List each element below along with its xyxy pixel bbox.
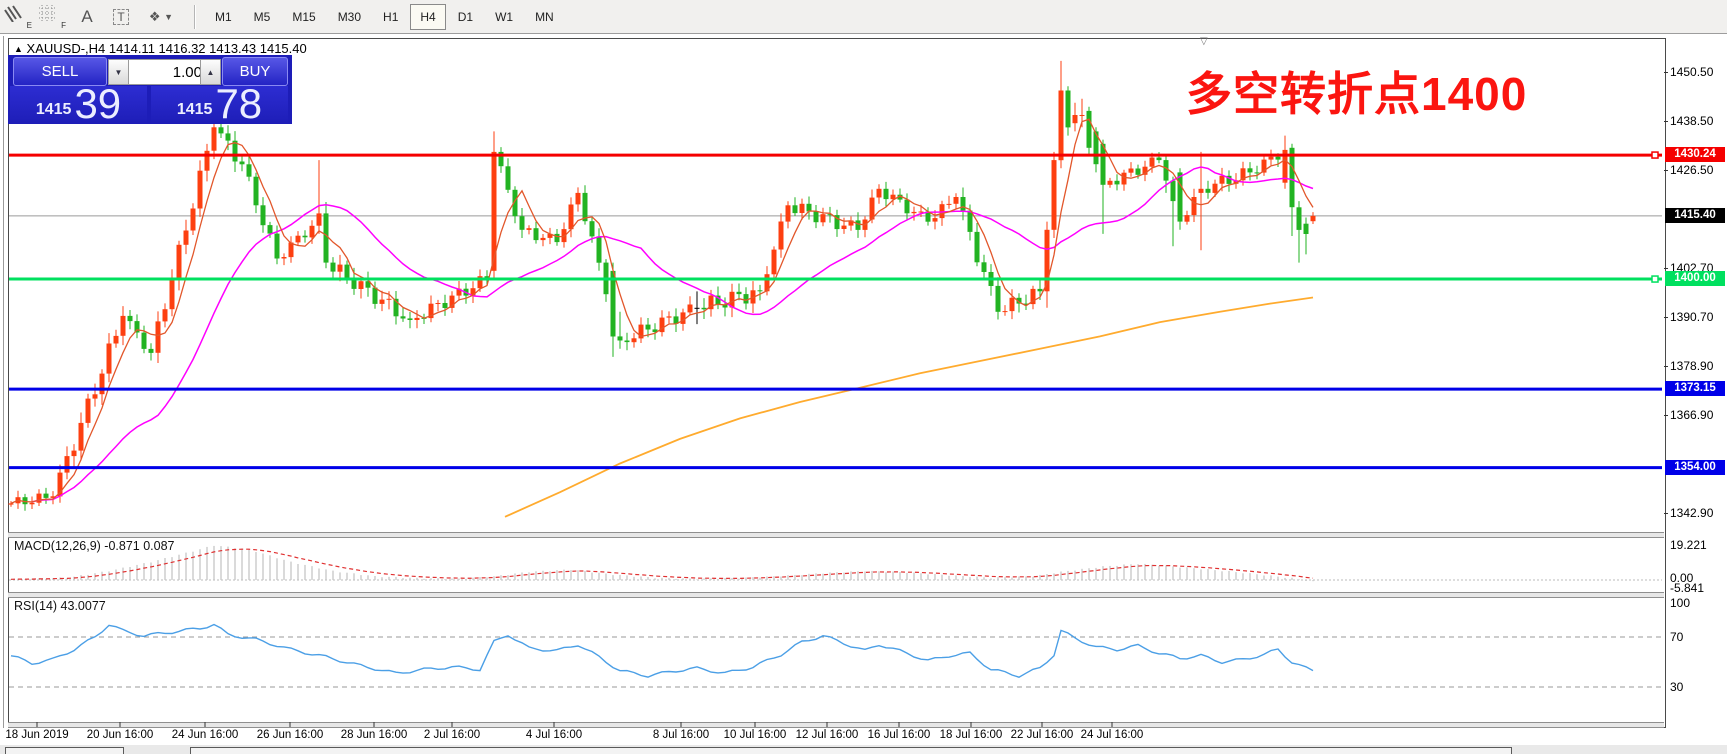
timeframe-button-h4[interactable]: H4 <box>410 3 446 30</box>
objects-dropdown-icon[interactable]: ❖ ▼ <box>148 8 174 24</box>
macd-scale-label: 0.00 <box>1670 571 1694 585</box>
price-badge: 1430.24 <box>1665 147 1725 162</box>
price-tick-mark <box>1664 513 1668 514</box>
time-tick-label: 22 Jul 16:00 <box>1010 729 1074 741</box>
price-tick-mark <box>1664 415 1668 416</box>
price-tick-mark <box>1664 317 1668 318</box>
macd-scale-label: 19.221 <box>1670 538 1707 552</box>
volume-input[interactable] <box>128 59 207 85</box>
time-tick-label: 2 Jul 16:00 <box>423 729 481 741</box>
window-left-border <box>3 36 4 728</box>
panel-separator-rsi[interactable] <box>8 592 1664 598</box>
time-tick-label: 18 Jul 16:00 <box>939 729 1003 741</box>
price-badge: 1400.00 <box>1665 271 1725 286</box>
time-tick-label: 24 Jul 16:00 <box>1080 729 1144 741</box>
macd-scale-label: -5.841 <box>1670 581 1705 595</box>
time-tick-label: 18 Jun 2019 <box>5 729 69 741</box>
rsi-scale-label: 70 <box>1670 630 1684 644</box>
rsi-scale-label: 100 <box>1670 596 1691 610</box>
chart-frame <box>8 38 1666 728</box>
time-tick-label: 24 Jun 16:00 <box>171 729 239 741</box>
chevron-down-icon: ▼ <box>164 11 174 22</box>
price-tick-mark <box>1664 121 1668 122</box>
price-badge: 1415.40 <box>1665 208 1725 223</box>
timeframe-button-m15[interactable]: M15 <box>292 9 316 24</box>
time-tick-label: 26 Jun 16:00 <box>256 729 324 741</box>
buy-price-small: 1415 <box>176 101 213 118</box>
volume-increase-button[interactable]: ▲ <box>200 59 221 85</box>
bottom-panel-edge-left <box>5 747 124 754</box>
one-click-trade-panel: SELL ▼ ▲ BUY 1415 39 1415 78 <box>8 55 292 127</box>
text-box-icon[interactable]: T <box>106 4 136 30</box>
price-tick-mark <box>1664 268 1668 269</box>
price-tick-label: 1438.50 <box>1670 114 1714 128</box>
rsi-label: RSI(14) 43.0077 <box>14 599 106 613</box>
timeframe-button-m1[interactable]: M1 <box>215 9 232 24</box>
timeframe-button-w1[interactable]: W1 <box>495 9 514 24</box>
chart-style-icon[interactable]: E <box>4 4 34 30</box>
macd-label: MACD(12,26,9) -0.871 0.087 <box>14 539 175 553</box>
chart-ohlc-header: ▲ XAUUSD-,H4 1414.11 1416.32 1413.43 141… <box>14 41 307 56</box>
sell-button[interactable]: SELL <box>13 57 107 86</box>
text-label-icon[interactable]: A <box>81 6 93 26</box>
price-badge: 1373.15 <box>1665 381 1725 396</box>
time-tick-label: 28 Jun 16:00 <box>340 729 408 741</box>
right-shift-marker-icon[interactable]: ▽ <box>1200 36 1208 47</box>
panel-separator-macd[interactable] <box>8 532 1664 538</box>
price-tick-label: 1342.90 <box>1670 506 1714 520</box>
symbol-ohlc-text: XAUUSD-,H4 1414.11 1416.32 1413.43 1415.… <box>26 41 307 56</box>
bottom-panel-edge-right <box>190 747 1512 754</box>
price-tick-label: 1366.90 <box>1670 408 1714 422</box>
price-tick-mark <box>1664 366 1668 367</box>
timeframe-button-m30[interactable]: M30 <box>337 9 362 24</box>
chart-annotation-text[interactable]: 多空转折点1400 <box>1186 68 1528 120</box>
timeframe-button-mn[interactable]: MN <box>535 9 554 24</box>
grid-icon[interactable]: F <box>38 4 68 30</box>
time-tick-label: 8 Jul 16:00 <box>652 729 710 741</box>
volume-decrease-button[interactable]: ▼ <box>108 59 129 85</box>
time-tick-label: 20 Jun 16:00 <box>86 729 154 741</box>
price-tick-label: 1450.50 <box>1670 65 1714 79</box>
candles-glyph <box>4 4 22 22</box>
panel-separator-time <box>8 722 1664 728</box>
buy-price-display[interactable]: 1415 78 <box>151 80 288 127</box>
toolbar: E F A T ❖ ▼ M1 M5 M15 M30 H1 H4 D1 W1 MN <box>0 0 1727 34</box>
price-tick-mark <box>1664 72 1668 73</box>
sell-price-big: 39 <box>74 80 122 127</box>
time-tick-label: 16 Jul 16:00 <box>867 729 931 741</box>
toolbar-separator <box>194 4 196 29</box>
time-tick-label: 12 Jul 16:00 <box>795 729 859 741</box>
timeframe-bar: M1 M5 M15 M30 H1 H4 D1 W1 MN <box>204 3 565 30</box>
price-tick-label: 1390.70 <box>1670 310 1714 324</box>
price-badge: 1354.00 <box>1665 460 1725 475</box>
time-tick-label: 10 Jul 16:00 <box>723 729 787 741</box>
rsi-scale-label: 30 <box>1670 680 1684 694</box>
price-tick-label: 1378.90 <box>1670 359 1714 373</box>
time-tick-label: 4 Jul 16:00 <box>525 729 583 741</box>
buy-button[interactable]: BUY <box>222 57 288 86</box>
buy-price-big: 78 <box>215 80 263 127</box>
price-tick-label: 1426.50 <box>1670 163 1714 177</box>
timeframe-button-m5[interactable]: M5 <box>253 9 271 24</box>
sell-price-display[interactable]: 1415 39 <box>10 80 147 127</box>
sell-price-small: 1415 <box>35 101 72 118</box>
price-tick-mark <box>1664 170 1668 171</box>
timeframe-button-d1[interactable]: D1 <box>457 9 474 24</box>
collapse-arrow-icon[interactable]: ▲ <box>14 44 23 54</box>
bottom-strip <box>0 745 1727 754</box>
timeframe-button-h1[interactable]: H1 <box>383 9 399 24</box>
